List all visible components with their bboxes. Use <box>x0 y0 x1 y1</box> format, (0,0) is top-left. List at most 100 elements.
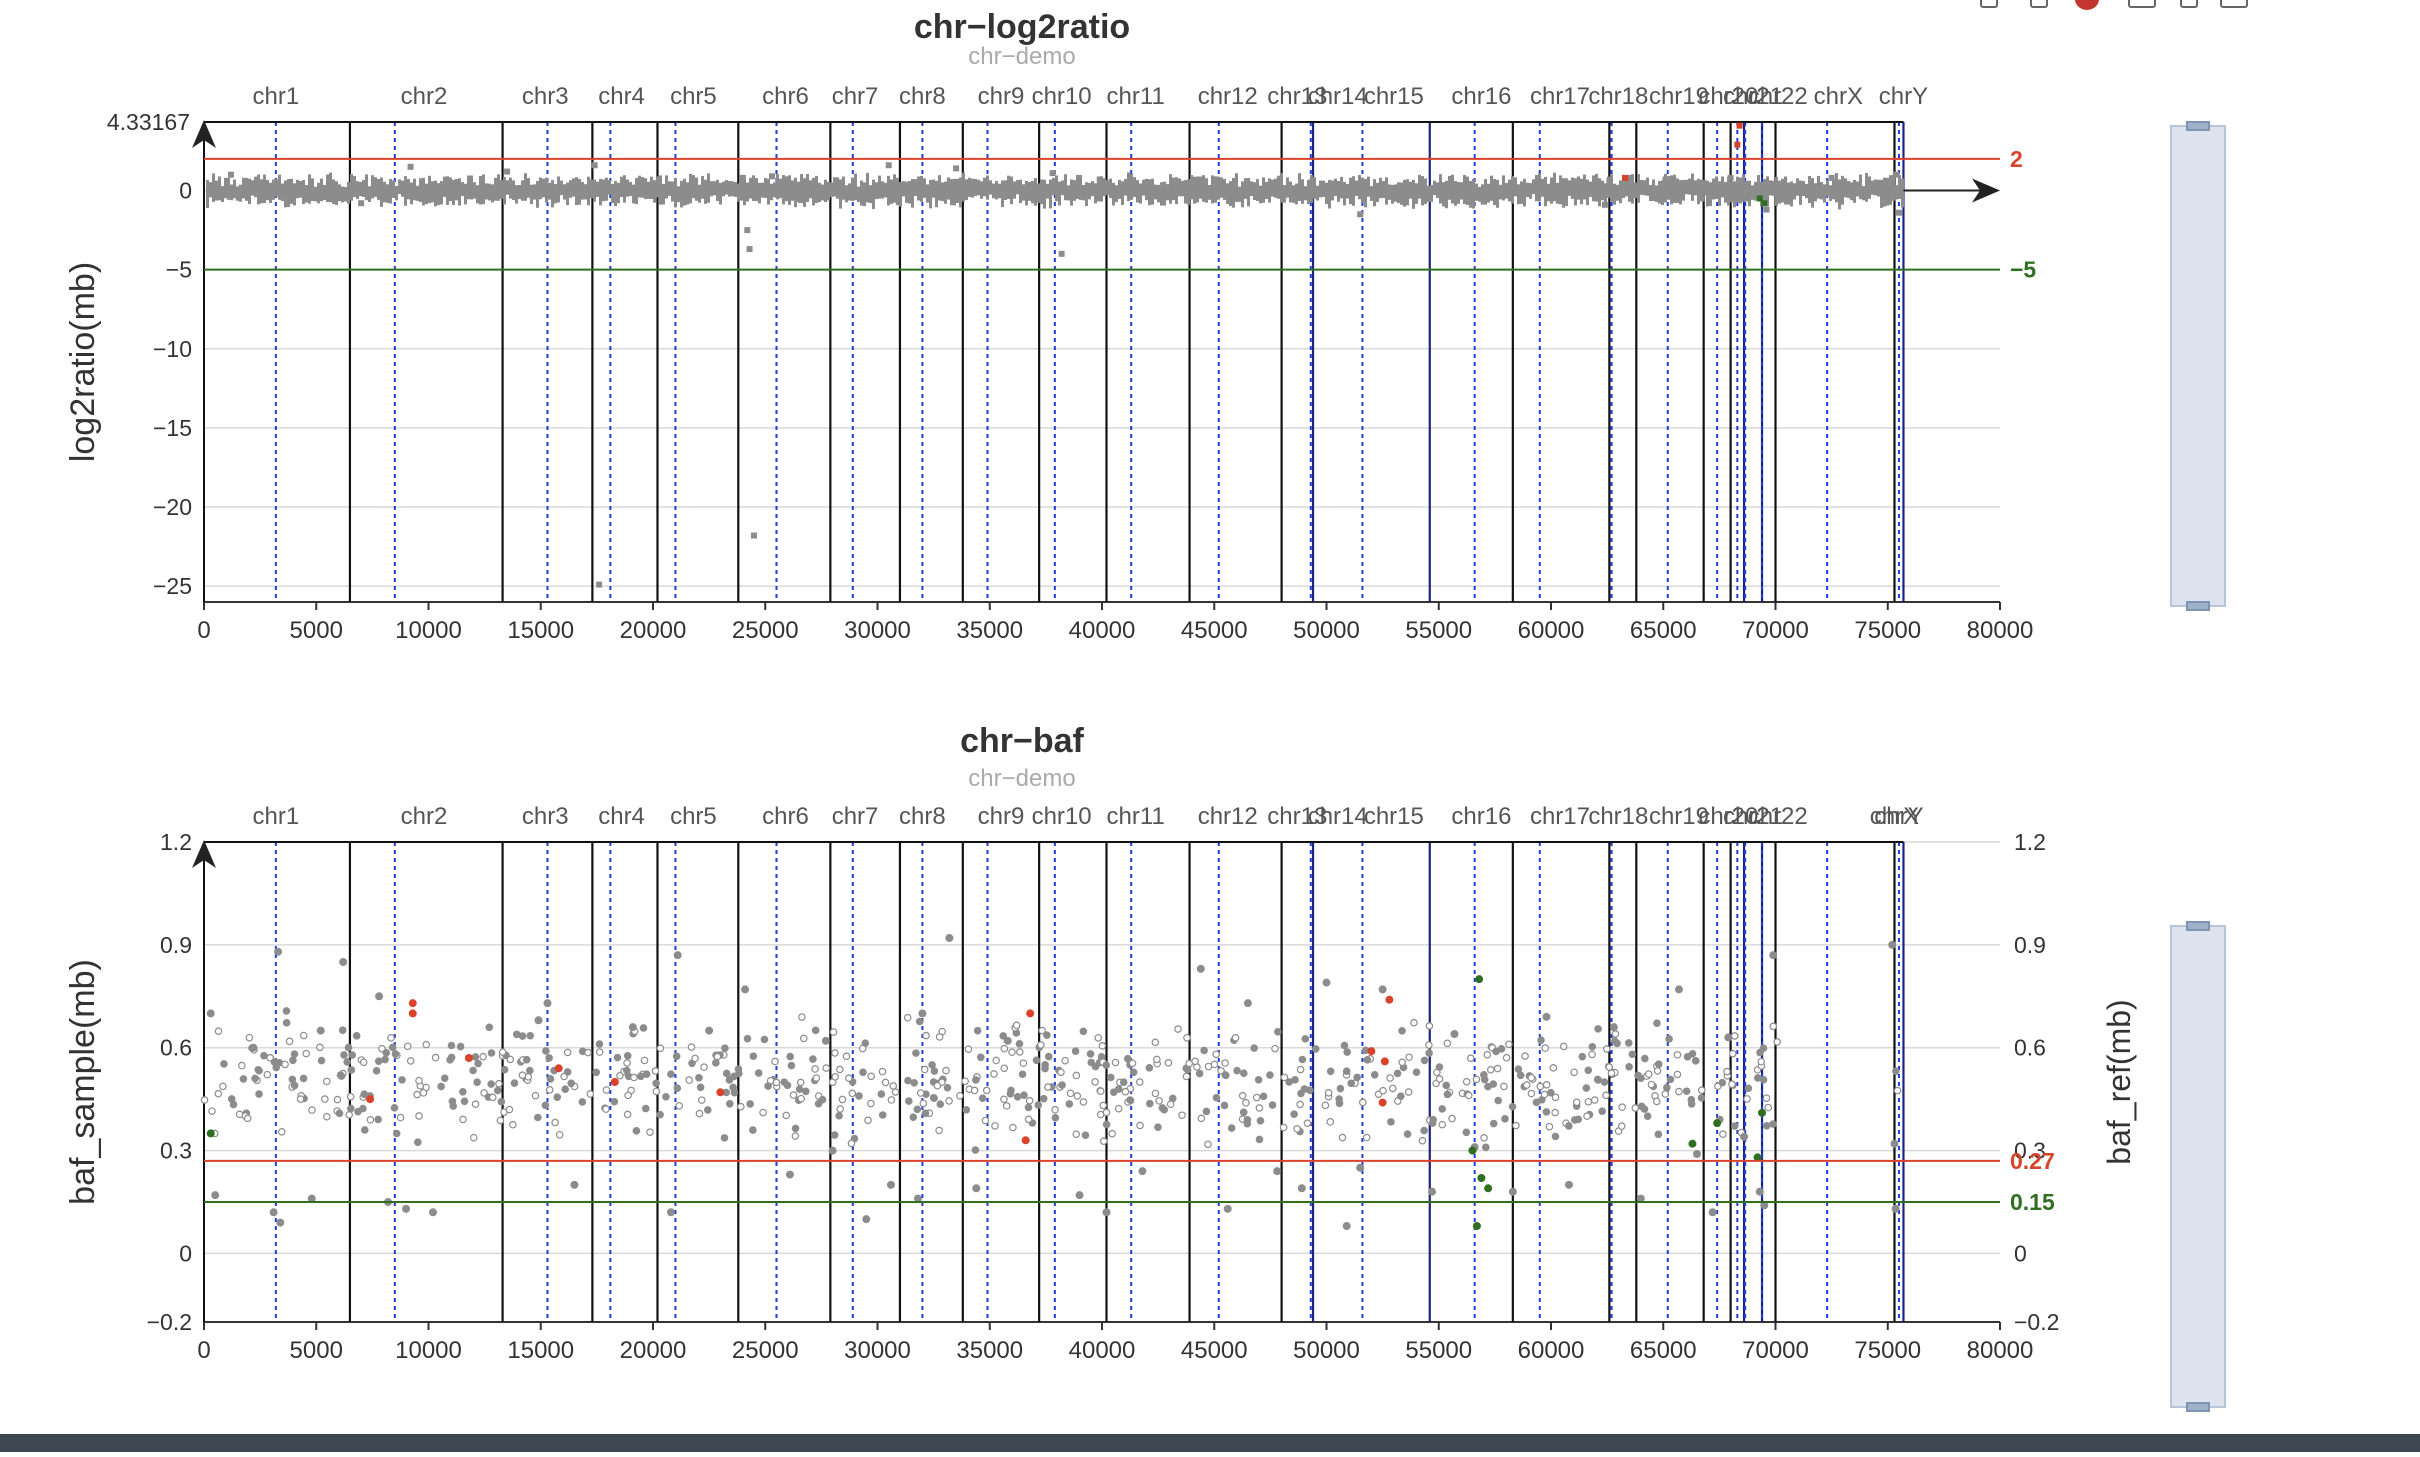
baf-point <box>509 1120 517 1129</box>
baf-point <box>1754 1074 1762 1082</box>
data-view-icon[interactable] <box>2030 0 2048 8</box>
log2ratio-point <box>995 181 998 200</box>
baf-point <box>1094 1034 1103 1042</box>
chromosome-label: chr5 <box>670 83 717 110</box>
baf-point <box>1301 1035 1310 1043</box>
baf-point <box>1744 1084 1753 1093</box>
log2ratio-point <box>1430 184 1433 202</box>
baf-point <box>656 1044 665 1053</box>
datazoom-slider-top[interactable] <box>2170 121 2226 611</box>
baf-point <box>1527 1073 1536 1082</box>
baf-point <box>1665 1035 1673 1043</box>
zoom-icon[interactable] <box>2128 0 2156 8</box>
y-tick-label: −0.2 <box>147 1309 192 1335</box>
log2ratio-point <box>1763 179 1766 206</box>
baf-point <box>809 1055 817 1063</box>
log2ratio-point <box>878 175 881 199</box>
log2ratio-point <box>287 179 290 208</box>
baf-point <box>431 1053 440 1062</box>
data-point <box>913 1194 922 1203</box>
datazoom-handle-start[interactable] <box>2186 121 2210 131</box>
chromosome-label: chr13 <box>1267 803 1327 830</box>
data-point <box>1609 1023 1618 1032</box>
x-tick-label: 65000 <box>1630 617 1697 644</box>
log2ratio-point <box>1289 181 1292 203</box>
baf-point <box>1037 1041 1045 1049</box>
log2ratio-point <box>302 179 305 205</box>
log2ratio-point <box>695 177 698 201</box>
log2ratio-point <box>863 182 866 207</box>
log2ratio-point <box>809 180 812 199</box>
baf-point <box>652 1087 661 1096</box>
log2ratio-point <box>992 183 995 199</box>
log2ratio-point <box>326 174 329 203</box>
baf-point <box>1166 1100 1175 1109</box>
log2ratio-point <box>1691 173 1694 201</box>
data-point <box>1223 1204 1232 1213</box>
log2ratio-point <box>1775 176 1778 206</box>
baf-point <box>437 1082 445 1091</box>
x-tick-label: 45000 <box>1181 617 1248 644</box>
log2ratio-point <box>1631 174 1634 204</box>
data-point <box>716 1088 725 1097</box>
brush-icon[interactable] <box>2220 0 2248 8</box>
baf-point <box>1443 1090 1452 1099</box>
chromosome-label: chrY <box>1874 803 1923 830</box>
baf-point <box>1160 1105 1169 1114</box>
log2ratio-point <box>1643 180 1646 196</box>
baf-point <box>962 1106 971 1114</box>
baf-point <box>1293 1125 1301 1133</box>
log2ratio-point <box>518 184 521 200</box>
baf-point <box>1071 1047 1080 1055</box>
baf-point <box>447 1041 456 1050</box>
baf-point <box>456 1042 465 1051</box>
log2ratio-point <box>932 179 935 198</box>
baf-point <box>1661 1090 1670 1098</box>
baf-point <box>403 1042 412 1051</box>
data-point <box>885 162 892 169</box>
log2ratio-point <box>1124 178 1127 196</box>
datazoom-handle-end[interactable] <box>2186 1402 2210 1412</box>
datazoom-handle-start[interactable] <box>2186 921 2210 931</box>
log2ratio-point <box>1511 176 1514 204</box>
restore-icon[interactable] <box>1980 0 1998 8</box>
data-point <box>1893 171 1900 178</box>
baf-point <box>1617 1122 1626 1131</box>
log2ratio-point <box>539 177 542 200</box>
data-point <box>1102 1208 1111 1217</box>
baf-point <box>1536 1082 1545 1091</box>
data-point <box>1564 1180 1573 1189</box>
log2ratio-point <box>614 180 617 207</box>
log2ratio-point <box>476 185 479 204</box>
data-point <box>1708 1208 1717 1217</box>
log2ratio-point <box>257 174 260 205</box>
log2ratio-point <box>1520 181 1523 204</box>
baf-point <box>1420 1126 1428 1135</box>
log2ratio-point <box>386 184 389 203</box>
log2ratio-point <box>1097 179 1100 202</box>
baf-point <box>922 1031 930 1040</box>
data-point <box>1713 1119 1722 1128</box>
log2ratio-point <box>1442 182 1445 207</box>
data-point <box>504 168 511 175</box>
log2ratio-point <box>407 179 410 200</box>
datazoom-handle-end[interactable] <box>2186 601 2210 611</box>
log2ratio-point <box>1592 175 1595 202</box>
log2ratio-point <box>1346 183 1349 199</box>
log2ratio-point <box>1118 179 1121 199</box>
log2ratio-point <box>857 186 860 202</box>
baf-point <box>799 1034 808 1043</box>
log2ratio-point <box>1700 179 1703 201</box>
data-point <box>1755 1187 1764 1196</box>
x-tick-label: 30000 <box>844 617 911 644</box>
baf-point <box>1764 1103 1773 1112</box>
baf-point <box>1462 1077 1471 1086</box>
save-image-icon[interactable] <box>2075 0 2099 10</box>
baf-point <box>913 1105 922 1114</box>
zoom-reset-icon[interactable] <box>2180 0 2198 8</box>
baf-point <box>335 1109 344 1118</box>
datazoom-slider-bottom[interactable] <box>2170 921 2226 1412</box>
baf-point <box>1730 1122 1739 1130</box>
baf-point <box>1146 1099 1154 1108</box>
x-tick-label: 10000 <box>395 1337 462 1364</box>
